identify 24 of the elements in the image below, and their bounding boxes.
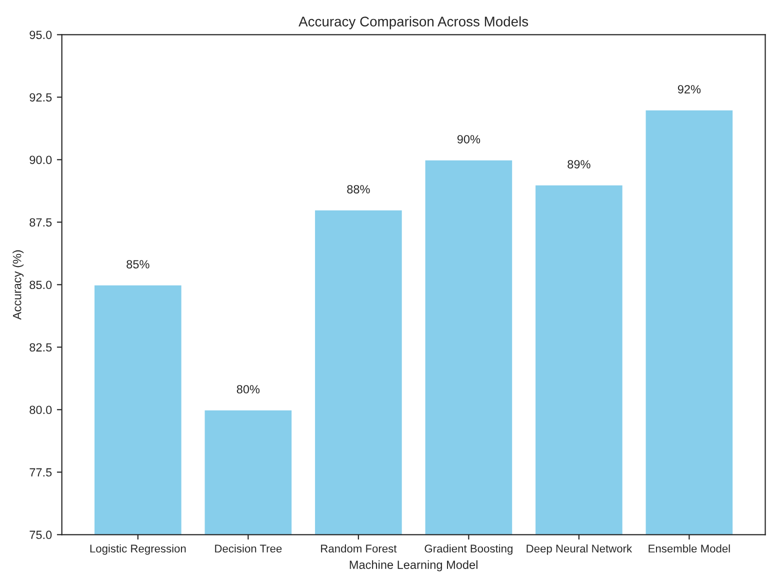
data-label: 92% (678, 85, 701, 94)
y-tick-label: 77.5 (30, 468, 52, 477)
data-label: 90% (457, 135, 480, 144)
x-tick-label: Ensemble Model (648, 544, 730, 553)
data-label: 80% (236, 385, 260, 394)
y-axis-title: Accuracy (%) (12, 250, 24, 320)
y-tick-label: 82.5 (30, 343, 52, 352)
y-tick-label: 90.0 (30, 156, 52, 164)
x-axis-title: Machine Learning Model (350, 560, 478, 572)
x-tick-label: Deep Neural Network (526, 544, 632, 555)
y-tick-label: 87.5 (30, 218, 52, 227)
y-tick-label: 75.0 (30, 530, 52, 540)
x-tick-label: Logistic Regression (90, 544, 186, 555)
y-tick-label: 92.5 (30, 93, 52, 102)
data-label: 88% (347, 185, 370, 194)
y-tick-label: 95.0 (30, 30, 52, 40)
data-label: 89% (568, 160, 590, 168)
chart-title: Accuracy Comparison Across Models (298, 16, 528, 30)
x-tick-label: Gradient Boosting (424, 544, 512, 555)
y-tick-label: 85.0 (30, 280, 52, 290)
x-tick-label: Random Forest (321, 544, 397, 553)
x-tick-label: Decision Tree (215, 544, 282, 553)
y-tick-label: 80.0 (30, 406, 52, 414)
data-label: 85% (126, 260, 150, 268)
